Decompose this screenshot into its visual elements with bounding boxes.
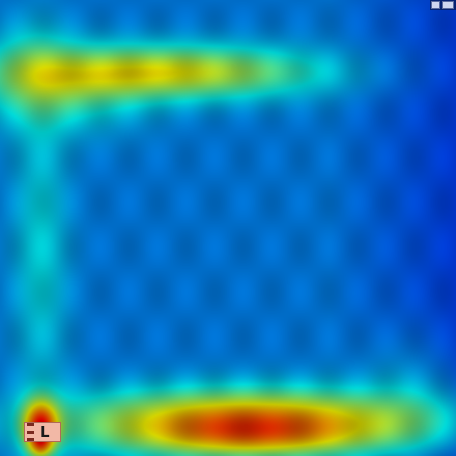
- orientation-letter: L: [40, 423, 50, 441]
- corner-marker: [430, 0, 456, 10]
- corner-marker-block: [431, 1, 440, 9]
- corner-marker-block: [442, 1, 454, 9]
- orientation-marker-glyphs: [27, 423, 36, 441]
- orientation-marker: L: [24, 422, 61, 442]
